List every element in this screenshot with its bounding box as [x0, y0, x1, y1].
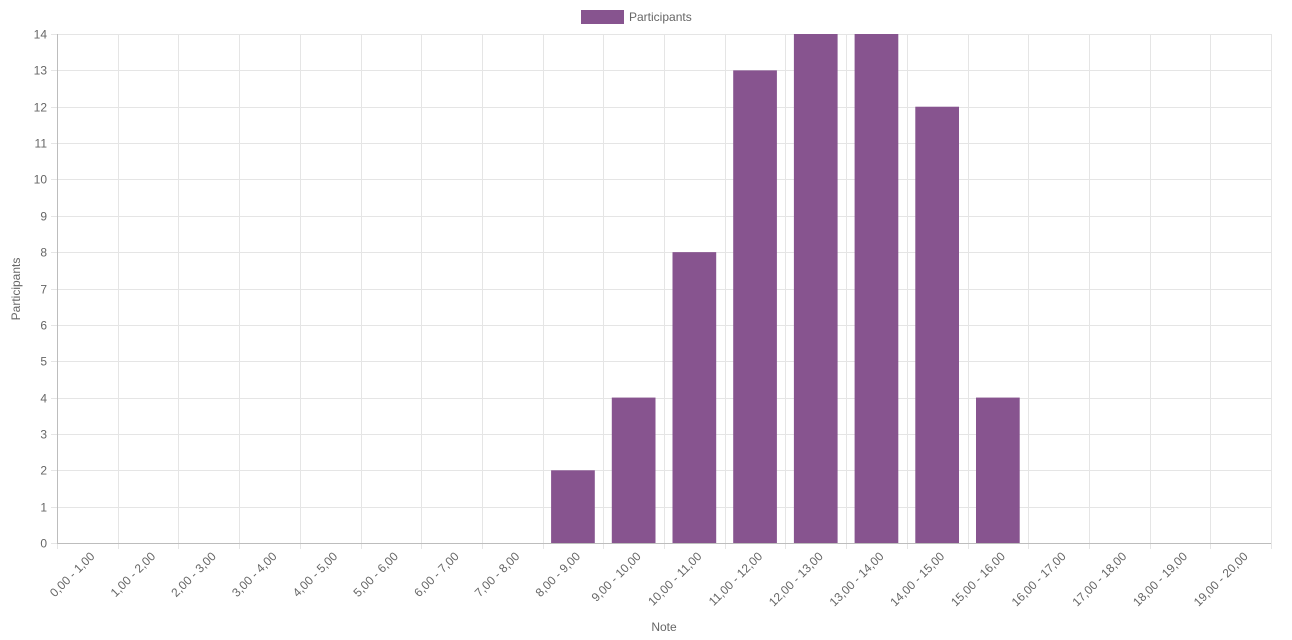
- y-tick-label: 14: [34, 28, 48, 42]
- bars: [551, 34, 1020, 543]
- x-tick-label: 2,00 - 3,00: [168, 549, 219, 600]
- x-tick-label: 1,00 - 2,00: [108, 549, 159, 600]
- bar[interactable]: [611, 397, 656, 543]
- grid-lines: [51, 34, 1272, 549]
- bar[interactable]: [975, 397, 1020, 543]
- x-tick-label: 0,00 - 1,00: [47, 549, 98, 600]
- bar[interactable]: [551, 470, 595, 543]
- bar[interactable]: [672, 252, 717, 543]
- x-tick-label: 12,00 - 13,00: [766, 549, 826, 609]
- y-tick-label: 6: [40, 319, 47, 333]
- bar[interactable]: [793, 34, 838, 543]
- x-tick-label: 5,00 - 6,00: [351, 549, 402, 600]
- x-tick-label: 3,00 - 4,00: [229, 549, 280, 600]
- x-tick-label: 6,00 - 7,00: [411, 549, 462, 600]
- y-tick-label: 8: [40, 246, 47, 260]
- y-tick-label: 13: [34, 64, 48, 78]
- x-tick-label: 18,00 - 19,00: [1130, 549, 1190, 609]
- x-tick-label: 4,00 - 5,00: [290, 549, 341, 600]
- y-tick-label: 11: [35, 137, 48, 151]
- x-tick-label: 7,00 - 8,00: [472, 549, 523, 600]
- y-tick-label: 1: [40, 501, 47, 515]
- y-tick-label: 7: [40, 283, 47, 297]
- legend-label[interactable]: Participants: [629, 10, 692, 24]
- x-tick-label: 9,00 - 10,00: [589, 549, 644, 604]
- x-axis-title: Note: [651, 620, 677, 634]
- x-tick-label: 19,00 - 20,00: [1191, 549, 1251, 609]
- y-tick-label: 9: [40, 210, 47, 224]
- y-tick-label: 3: [40, 428, 47, 442]
- x-tick-label: 11,00 - 12,00: [706, 549, 766, 609]
- x-tick-label: 10,00 - 11,00: [645, 549, 705, 609]
- axes: [57, 34, 1271, 544]
- y-tick-label: 10: [34, 173, 48, 187]
- legend[interactable]: Participants: [581, 10, 692, 24]
- y-axis-title: Participants: [9, 258, 23, 321]
- x-tick-label: 17,00 - 18,00: [1069, 549, 1129, 609]
- y-tick-label: 12: [34, 101, 48, 115]
- bar[interactable]: [733, 70, 777, 543]
- x-tick-label: 8,00 - 9,00: [533, 549, 584, 600]
- y-tick-label: 0: [40, 537, 47, 551]
- bar[interactable]: [915, 106, 960, 543]
- x-tick-label: 15,00 - 16,00: [948, 549, 1008, 609]
- legend-swatch[interactable]: [581, 10, 624, 24]
- y-tick-label: 4: [40, 392, 47, 406]
- x-tick-label: 16,00 - 17,00: [1009, 549, 1069, 609]
- bar[interactable]: [854, 34, 899, 543]
- x-tick-labels: 0,00 - 1,00 1,00 - 2,00 2,00 - 3,00 3,00 - …: [47, 549, 1251, 609]
- y-tick-label: 2: [40, 464, 47, 478]
- y-tick-label: 5: [40, 355, 47, 369]
- x-tick-label: 13,00 - 14,00: [827, 549, 887, 609]
- x-tick-label: 14,00 - 15,00: [887, 549, 947, 609]
